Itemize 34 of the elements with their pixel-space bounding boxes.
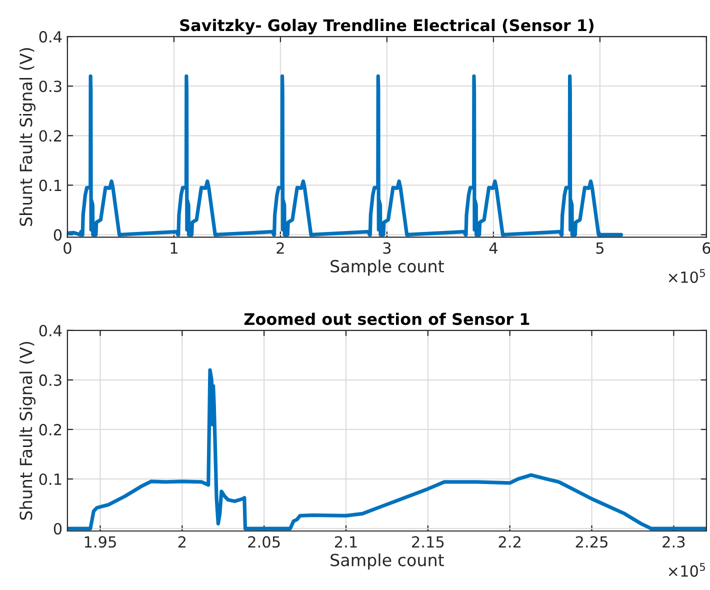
y-tick-label: 0.2 bbox=[39, 130, 62, 142]
x-tick-label: 1.95 bbox=[84, 536, 116, 548]
y-axis-title: Shunt Fault Signal (V) bbox=[19, 342, 36, 520]
x-axis-title: Sample count bbox=[330, 260, 444, 276]
x-tick-label: 2.05 bbox=[248, 536, 280, 548]
y-tick-label: 0.3 bbox=[39, 374, 62, 386]
x-tick-label: 6 bbox=[702, 242, 710, 254]
x-tick-label: 2.3 bbox=[662, 536, 685, 548]
x-tick-label: 2.25 bbox=[576, 536, 608, 548]
chart-title: Zoomed out section of Sensor 1 bbox=[244, 312, 530, 326]
line-series bbox=[67, 74, 624, 237]
x-tick-label: 2.15 bbox=[412, 536, 444, 548]
x-tick-label: 2.2 bbox=[498, 536, 520, 548]
x-tick-label: 2.1 bbox=[334, 536, 357, 548]
chart-title: Savitzky- Golay Trendline Electrical (Sensor 1) bbox=[180, 18, 594, 34]
y-tick-label: 0.4 bbox=[39, 324, 62, 336]
x-axis-title: Sample count bbox=[330, 553, 444, 570]
text: ×10$^{5}$ bbox=[668, 562, 705, 577]
y-axis-title: Shunt Fault Signal (V) bbox=[19, 48, 36, 226]
x-tick-label: 0 bbox=[64, 242, 72, 254]
x-tick-label: 4 bbox=[489, 242, 498, 254]
y-tick-label: 0 bbox=[54, 522, 62, 535]
x-tick-label: 1 bbox=[170, 242, 178, 254]
y-tick-label: 0.3 bbox=[39, 80, 62, 92]
y-tick-label: 0.4 bbox=[39, 31, 62, 43]
x-tick-label: 2 bbox=[178, 536, 186, 548]
y-tick-label: 0 bbox=[54, 229, 62, 241]
y-tick-label: 0.2 bbox=[39, 424, 62, 436]
x-tick-label: 5 bbox=[596, 242, 604, 254]
x-tick-label: 2 bbox=[276, 242, 284, 254]
y-tick-label: 0.1 bbox=[39, 180, 62, 192]
text: ×10$^{5}$ bbox=[668, 269, 705, 284]
x-tick-label: 3 bbox=[383, 242, 391, 254]
y-tick-label: 0.1 bbox=[39, 473, 62, 486]
